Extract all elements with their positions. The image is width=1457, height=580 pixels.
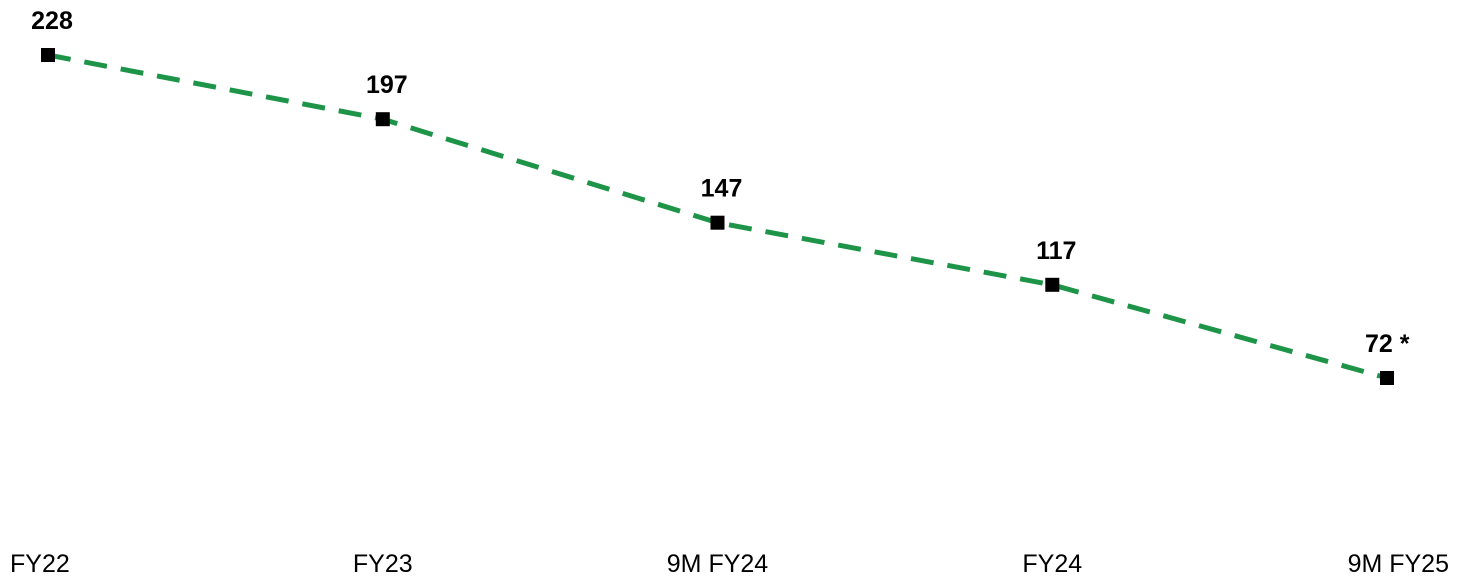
series-line bbox=[47, 52, 1388, 381]
x-tick-label: 9M FY25 bbox=[1348, 550, 1449, 578]
data-point-marker bbox=[375, 112, 390, 127]
data-label: 197 bbox=[366, 71, 408, 99]
data-label: 147 bbox=[701, 175, 743, 203]
data-label: 228 bbox=[31, 7, 73, 35]
data-point-marker bbox=[710, 215, 725, 230]
x-axis-ticks: FY22 FY23 9M FY24 FY24 9M FY25 bbox=[10, 550, 1449, 578]
x-tick-label: FY24 bbox=[1022, 550, 1082, 578]
x-tick-label: 9M FY24 bbox=[667, 550, 769, 578]
marker-layer bbox=[41, 48, 1394, 385]
data-point-marker bbox=[1045, 277, 1060, 292]
data-point-marker bbox=[41, 48, 55, 62]
x-tick-label: FY22 bbox=[10, 550, 70, 578]
series-layer bbox=[47, 52, 1388, 381]
data-label: 72 * bbox=[1365, 330, 1410, 358]
data-point-marker bbox=[1380, 371, 1394, 385]
data-label: 117 bbox=[1036, 237, 1076, 265]
x-tick-label: FY23 bbox=[353, 550, 413, 578]
data-label-layer: 228 197 147 117 72 * bbox=[31, 7, 1410, 358]
